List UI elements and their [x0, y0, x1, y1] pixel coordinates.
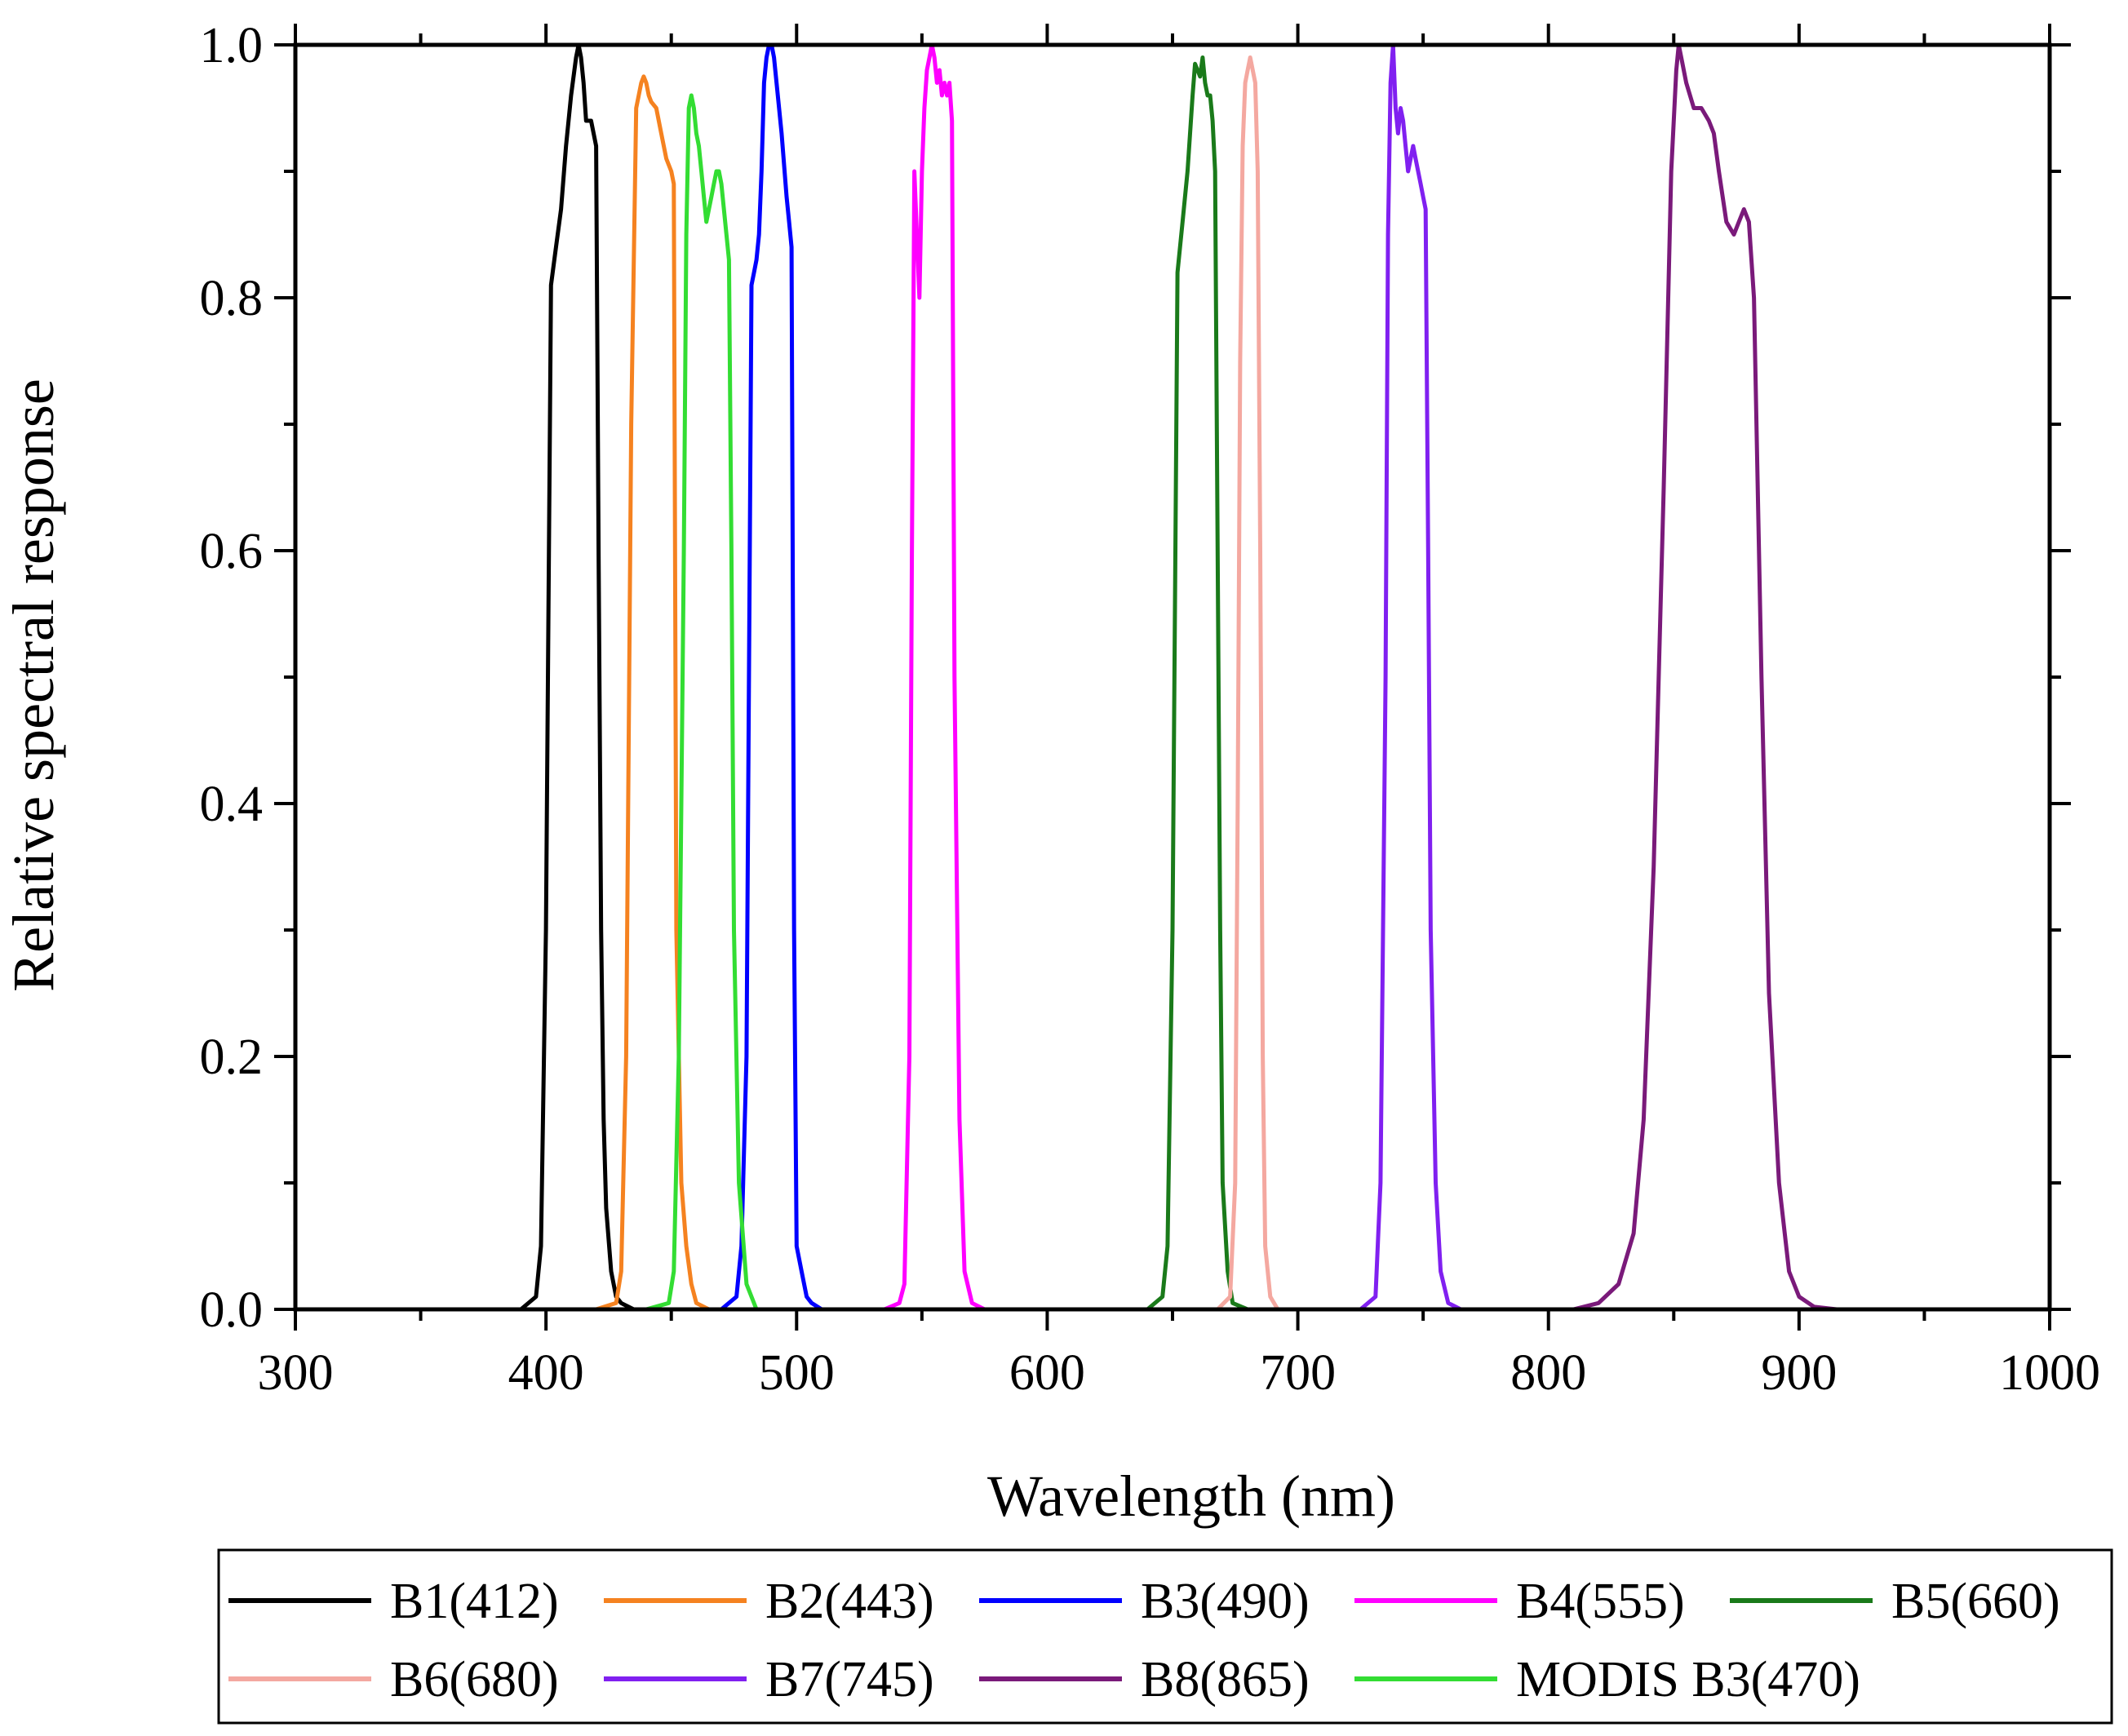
- legend-label-b6-680: B6(680): [390, 1652, 559, 1707]
- legend-label-modis-b3-470: MODIS B3(470): [1516, 1652, 1860, 1707]
- series-lines: [518, 42, 1839, 1312]
- legend-label-b4-555: B4(555): [1516, 1574, 1685, 1629]
- x-axis-title: Wavelength (nm): [987, 1464, 1395, 1529]
- series-line-b4-555: [882, 42, 987, 1312]
- series-line-b1-412: [518, 42, 636, 1312]
- series-line-b5-660: [1145, 55, 1250, 1312]
- series-line-b7-745: [1358, 42, 1463, 1312]
- series-line-b6-680: [1215, 55, 1280, 1312]
- x-tick-label: 900: [1761, 1345, 1837, 1401]
- legend-label-b7-745: B7(745): [765, 1652, 934, 1707]
- y-axis-title: Relative spectral response: [1, 379, 66, 992]
- legend-label-b3-490: B3(490): [1141, 1574, 1310, 1629]
- x-tick-label: 700: [1260, 1345, 1336, 1401]
- x-tick-label: 800: [1510, 1345, 1586, 1401]
- y-tick-label: 1.0: [200, 18, 264, 73]
- y-tick-label: 0.6: [200, 524, 264, 579]
- legend-box: [217, 1548, 2113, 1725]
- series-line-b8-865: [1571, 42, 1839, 1312]
- y-tick-label: 0.8: [200, 271, 264, 326]
- series-line-modis-b3-470: [644, 93, 759, 1312]
- plot-frame: [293, 42, 2052, 1312]
- x-tick-label: 400: [508, 1345, 584, 1401]
- legend: B1(412) B2(443) B3(490) B4(555) B5(660) B6(68…: [217, 1548, 2113, 1725]
- legend-label-b8-865: B8(865): [1141, 1652, 1310, 1707]
- y-tick-label: 0.0: [200, 1282, 264, 1338]
- y-tick-label: 0.2: [200, 1030, 264, 1085]
- legend-label-b2-443: B2(443): [765, 1574, 934, 1629]
- legend-label-b5-660: B5(660): [1891, 1574, 2060, 1629]
- x-tick-label: 600: [1009, 1345, 1085, 1401]
- x-tick-label: 500: [759, 1345, 835, 1401]
- plot-area-border: [293, 42, 2052, 1312]
- x-tick-label: 300: [258, 1345, 334, 1401]
- series-line-b2-443: [594, 74, 712, 1312]
- legend-label-b1-412: B1(412): [390, 1574, 559, 1629]
- axes: 300 400 500 600 700 800 900 1000 0.0 0.2 0.4 0.6 0.8…: [200, 18, 2101, 1401]
- y-tick-label: 0.4: [200, 777, 264, 832]
- x-tick-label: 1000: [1999, 1345, 2100, 1401]
